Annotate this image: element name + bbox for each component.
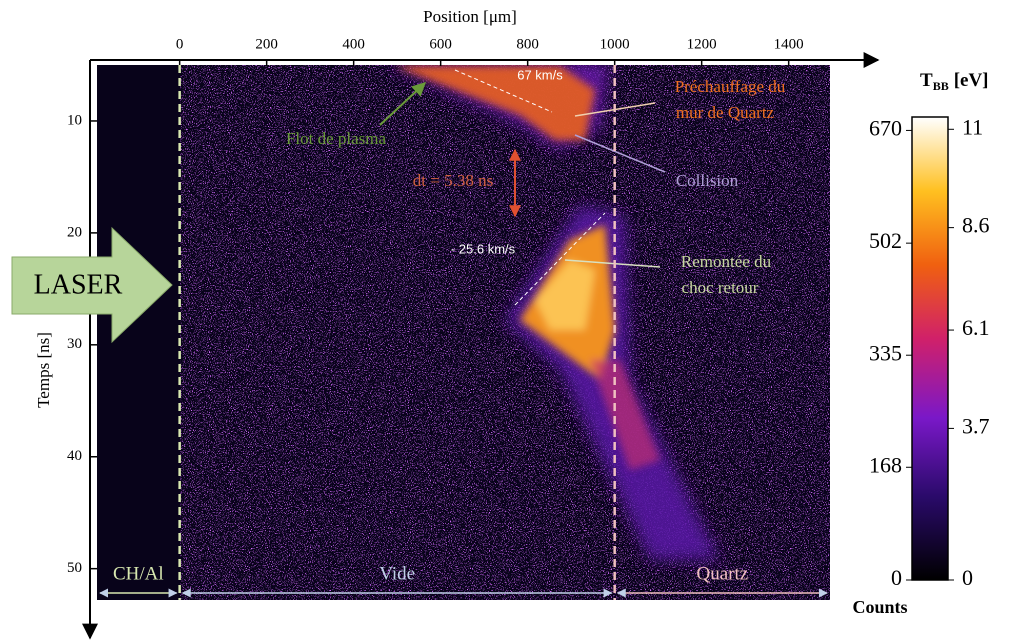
annotation: Remontée du [681, 252, 772, 271]
ev-tick-label: 11 [962, 114, 983, 139]
fit-line [514, 212, 606, 306]
ev-tick-label: 8.6 [962, 213, 990, 238]
image-noise [180, 65, 830, 600]
x-tick-label: 1200 [687, 36, 717, 52]
region-label: Vide [379, 563, 415, 584]
counts-tick-label: 670 [869, 115, 902, 140]
y-axis-label: Temps [ns] [34, 332, 53, 408]
counts-label: Counts [852, 597, 907, 617]
y-tick-label: 40 [67, 448, 82, 464]
laser-label: LASER [34, 269, 123, 300]
streak-image [97, 65, 830, 600]
counts-tick-label: 0 [891, 565, 902, 590]
x-tick-label: 0 [176, 36, 184, 52]
counts-tick-label: 502 [869, 228, 902, 253]
y-tick-label: 10 [67, 112, 82, 128]
annotation: choc retour [682, 278, 759, 297]
x-tick-label: 400 [342, 36, 365, 52]
annotation: Préchauffage du [675, 77, 786, 96]
counts-tick-label: 335 [869, 340, 902, 365]
laser-arrow [11, 226, 173, 344]
colorbar-title-unit: [eV] [954, 70, 989, 91]
ev-tick-label: 0 [962, 565, 973, 590]
colorbar-title: TBB [eV] [920, 70, 989, 92]
region-label: CH/Al [113, 563, 164, 584]
x-tick-label: 1000 [600, 36, 630, 52]
annotation: Flot de plasma [286, 129, 387, 148]
y-tick-label: 50 [67, 560, 82, 576]
colorbar-title-main: T [920, 70, 933, 91]
counts-tick-label: 168 [869, 452, 902, 477]
x-tick-label: 200 [255, 36, 278, 52]
colorbar [911, 116, 949, 581]
hot-streak [395, 66, 660, 470]
pointer [379, 82, 427, 126]
annotation: Collision [676, 171, 739, 190]
x-tick-label: 1400 [774, 36, 804, 52]
annotation: mur de Quartz [676, 103, 775, 122]
annotation: 67 km/s [517, 67, 563, 82]
x-tick-label: 800 [516, 36, 539, 52]
region-label: Quartz [696, 563, 748, 584]
pointer [564, 259, 661, 268]
annotation: dt = 5.38 ns [413, 171, 493, 190]
y-tick-label: 30 [67, 336, 82, 352]
x-axis-label: Position [μm] [423, 7, 517, 26]
pointer [574, 134, 666, 173]
annotation: - 25.6 km/s [451, 241, 516, 256]
x-tick-label: 600 [429, 36, 452, 52]
colorbar-title-sub: BB [933, 79, 949, 93]
y-tick-label: 20 [67, 224, 82, 240]
fit-line [454, 69, 553, 113]
ev-tick-label: 3.7 [962, 413, 990, 438]
ev-tick-label: 6.1 [962, 315, 990, 340]
